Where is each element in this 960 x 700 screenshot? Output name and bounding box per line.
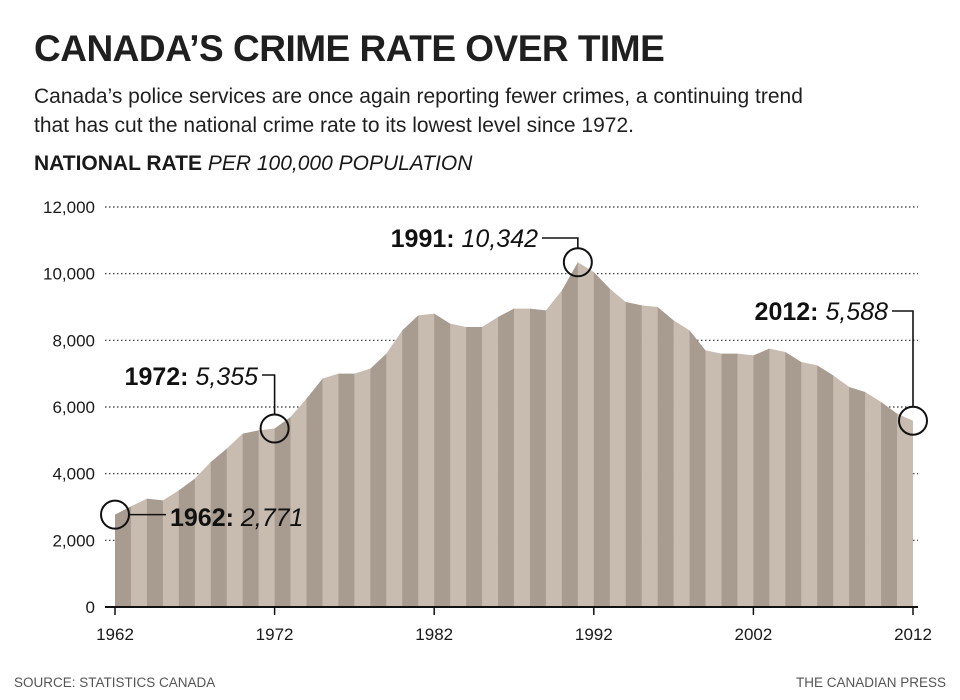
x-tick-label: 2012 — [894, 625, 932, 644]
x-tick-label: 1982 — [415, 625, 453, 644]
annotation-leader — [892, 310, 914, 407]
area-stripe — [115, 262, 132, 607]
area-stripe — [290, 262, 307, 607]
area-stripe — [210, 262, 228, 607]
area-stripe — [306, 262, 323, 607]
x-tick-label: 1992 — [575, 625, 613, 644]
area-stripe — [194, 262, 212, 607]
area-stripe — [162, 262, 180, 607]
area-stripe — [418, 262, 435, 607]
annotation-year: 2012: — [755, 298, 826, 326]
credit-note: THE CANADIAN PRESS — [795, 675, 946, 690]
annotation-label: 1972: 5,355 — [125, 363, 259, 391]
annotation: 1972: 5,355 — [125, 363, 290, 444]
area-stripe — [242, 262, 259, 607]
annotation-marker — [259, 413, 290, 444]
area-stripe — [498, 262, 515, 607]
area-stripe — [450, 262, 467, 607]
area-stripe — [178, 262, 196, 607]
area-stripe — [226, 262, 243, 607]
area-stripe — [865, 262, 882, 607]
y-tick-label: 6,000 — [52, 398, 95, 417]
area-stripe — [482, 262, 499, 607]
area-stripe — [817, 262, 834, 607]
units-label-sub: PER 100,000 POPULATION — [207, 152, 473, 175]
y-tick-label: 12,000 — [43, 198, 95, 217]
annotation-label: 2012: 5,588 — [755, 298, 889, 326]
annotation-leader — [262, 374, 276, 415]
annotation-year: 1972: — [125, 363, 196, 391]
annotation-leader — [542, 237, 579, 249]
y-tick-label: 8,000 — [52, 331, 95, 350]
chart-subtitle: Canada’s police services are once again … — [34, 85, 803, 137]
units-label-main: NATIONAL RATE — [34, 152, 202, 175]
area-stripe — [386, 262, 403, 607]
annotation-label: 1991: 10,342 — [391, 225, 538, 253]
area-stripe — [354, 262, 371, 607]
area-stripe — [561, 262, 579, 607]
annotation-year: 1991: — [391, 225, 462, 253]
annotation: 2012: 5,588 — [755, 298, 928, 436]
area-stripe — [625, 262, 642, 607]
area-stripe — [721, 262, 738, 607]
x-tick-label: 1972 — [256, 625, 294, 644]
area-stripe — [785, 262, 802, 607]
area-stripe — [146, 262, 164, 607]
area-stripe — [689, 262, 706, 607]
area-stripe — [338, 262, 355, 607]
area-stripe — [769, 262, 786, 607]
annotation-marker — [562, 247, 593, 278]
area-stripe — [641, 262, 658, 607]
source-note: SOURCE: STATISTICS CANADA — [14, 675, 216, 690]
area-stripe — [849, 262, 866, 607]
area-stripe — [434, 262, 451, 607]
annotation-value: 10,342 — [462, 225, 539, 253]
area-stripe — [705, 262, 722, 607]
area-stripe — [881, 262, 898, 607]
axes: 0 2,000 4,000 6,000 8,000 10,000 12,000 1962 197… — [43, 198, 932, 644]
annotation: 1991: 10,342 — [391, 225, 593, 278]
chart-title: CANADA’S CRIME RATE OVER TIME — [34, 28, 665, 69]
units-label: NATIONAL RATE PER 100,000 POPULATION — [34, 152, 472, 176]
area-stripe — [577, 262, 595, 607]
area-stripe — [545, 262, 563, 607]
area-stripe — [466, 262, 483, 607]
annotation-label: 1962: 2,771 — [170, 504, 303, 532]
area-stripe — [322, 262, 339, 607]
annotation: 1962: 2,771 — [100, 499, 303, 532]
area-stripe — [897, 262, 913, 607]
annotation-year: 1962: — [170, 504, 241, 532]
area-stripe — [753, 262, 770, 607]
area-stripe — [402, 262, 419, 607]
area-stripe — [833, 262, 850, 607]
area-stripe — [801, 262, 818, 607]
y-tick-label: 4,000 — [52, 465, 95, 484]
area-stripe — [258, 262, 275, 607]
annotation-value: 5,588 — [825, 298, 888, 326]
area-stripe — [609, 262, 627, 607]
annotation-value: 5,355 — [195, 363, 258, 391]
y-tick-label: 2,000 — [52, 531, 95, 550]
annotations: 1962: 2,771 1972: 5,355 1991: 10,342 2012: … — [100, 225, 928, 532]
annotation-marker — [898, 405, 928, 436]
x-tick-label: 1962 — [96, 625, 134, 644]
area-stripe — [130, 262, 148, 607]
area-series — [115, 262, 913, 607]
area-stripe — [593, 262, 611, 607]
area-stripe — [737, 262, 754, 607]
area-stripe — [673, 262, 690, 607]
annotation-value: 2,771 — [240, 504, 304, 532]
area-stripe — [529, 262, 547, 607]
area-stripe — [274, 262, 291, 607]
area-stripe — [514, 262, 531, 607]
y-tick-label: 0 — [86, 598, 95, 617]
y-tick-label: 10,000 — [43, 265, 95, 284]
area-stripe — [657, 262, 674, 607]
x-tick-label: 2002 — [734, 625, 772, 644]
area-stripe — [370, 262, 387, 607]
annotation-marker — [100, 499, 130, 530]
